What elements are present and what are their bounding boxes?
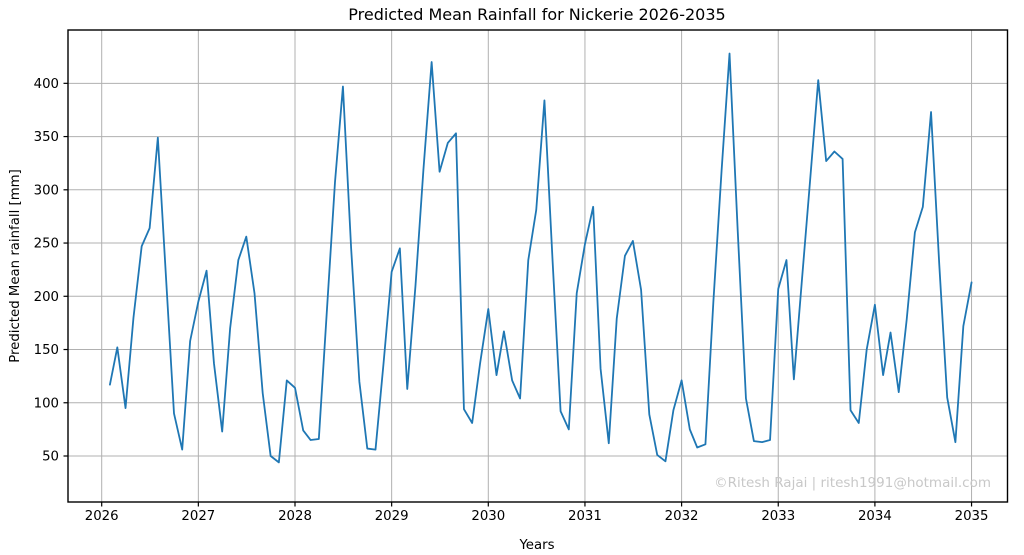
y-axis-label: Predicted Mean rainfall [mm] [8,169,23,363]
axis-ticks [63,82,973,507]
x-tick-label: 2034 [858,509,892,524]
y-tick-label: 300 [34,183,59,198]
x-tick-label: 2032 [665,509,699,524]
x-tick-label: 2029 [375,509,409,524]
y-tick-label: 350 [34,130,59,145]
rainfall-line [109,52,973,464]
y-tick-labels: 50 100 150 200 250 300 350 400 [34,77,59,465]
plot-area [68,30,1008,502]
y-tick-label: 150 [34,343,59,358]
y-tick-label: 400 [34,77,59,92]
x-tick-label: 2035 [955,509,989,524]
x-tick-label: 2033 [761,509,795,524]
x-tick-label: 2026 [85,509,119,524]
y-tick-label: 250 [34,237,59,252]
x-axis-label: Years [518,538,554,553]
x-tick-labels: 2026 2027 2028 2029 2030 2031 2032 2033 2034 2035 [85,509,989,524]
x-tick-label: 2031 [568,509,602,524]
watermark: ©Ritesh Rajai | ritesh1991@hotmail.com [714,475,991,491]
x-tick-label: 2027 [181,509,215,524]
axes-spines [67,29,1009,503]
y-tick-label: 100 [34,396,59,411]
chart-title: Predicted Mean Rainfall for Nickerie 202… [348,5,725,24]
x-tick-label: 2028 [278,509,312,524]
y-tick-label: 200 [34,290,59,305]
y-tick-label: 50 [42,450,59,465]
x-tick-label: 2030 [471,509,505,524]
